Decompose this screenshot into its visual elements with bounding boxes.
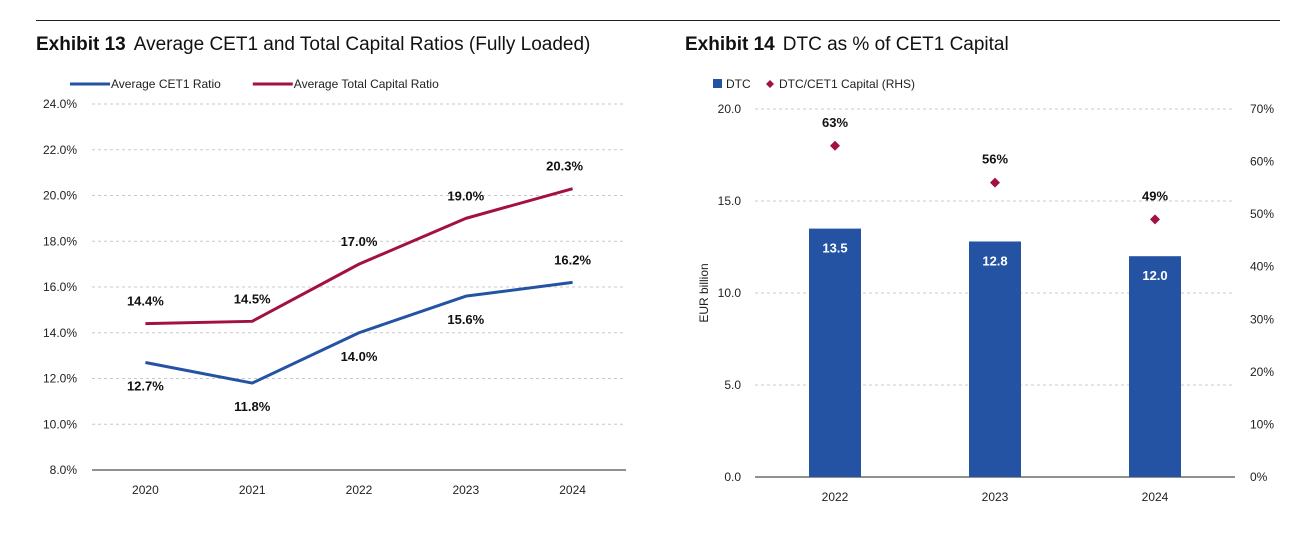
y-tick-label: 22.0% <box>43 143 77 157</box>
data-label: 16.2% <box>554 252 591 267</box>
y-axis-title: EUR billion <box>697 263 711 322</box>
data-label: 17.0% <box>341 234 378 249</box>
x-tick-label: 2021 <box>239 483 266 497</box>
cet1-ratio-line <box>145 280 573 385</box>
legend-swatch-dtc <box>713 79 722 88</box>
ratio-marker <box>830 140 840 151</box>
y-tick-label: 20.0% <box>43 189 77 203</box>
y2-tick-label: 70% <box>1250 102 1274 116</box>
bar-value-label: 13.5 <box>822 241 847 256</box>
ratio-value-label: 63% <box>822 115 848 130</box>
legend-label: DTC/CET1 Capital (RHS) <box>779 77 915 91</box>
data-label: 14.0% <box>341 349 378 364</box>
y-tick-label: 20.0 <box>718 102 742 116</box>
y-tick-label: 8.0% <box>50 463 78 477</box>
y2-tick-label: 50% <box>1250 207 1274 221</box>
y-tick-label: 10.0% <box>43 417 77 431</box>
data-label: 12.7% <box>127 378 164 393</box>
x-tick-label: 2023 <box>452 483 479 497</box>
top-rule <box>36 20 1280 21</box>
data-label: 11.8% <box>234 399 271 414</box>
data-label: 14.4% <box>127 294 164 309</box>
data-label: 14.5% <box>234 291 271 306</box>
dtc-bar <box>809 228 861 477</box>
x-tick-label: 2022 <box>346 483 373 497</box>
exhibit-13-title: Exhibit 13 Average CET1 and Total Capital… <box>36 34 590 56</box>
x-tick-label: 2020 <box>132 483 159 497</box>
legend-label: Average Total Capital Ratio <box>294 77 439 91</box>
legend-label: DTC <box>726 77 751 91</box>
x-tick-label: 2023 <box>982 490 1009 504</box>
exhibit-14-title-text: DTC as % of CET1 Capital <box>782 34 1009 55</box>
y-tick-label: 16.0% <box>43 280 77 294</box>
y-tick-label: 12.0% <box>43 372 77 386</box>
exhibit-13-title-text: Average CET1 and Total Capital Ratios (F… <box>133 34 591 55</box>
y2-tick-label: 40% <box>1250 260 1274 274</box>
y-tick-label: 15.0 <box>718 194 742 208</box>
y2-tick-label: 10% <box>1250 417 1274 431</box>
legend-swatch-ratio <box>766 80 774 88</box>
y2-tick-label: 0% <box>1250 470 1268 484</box>
ratio-marker <box>990 177 1000 188</box>
exhibit-14-number: Exhibit 14 <box>685 34 775 55</box>
y2-tick-label: 30% <box>1250 312 1274 326</box>
ratio-value-label: 56% <box>982 152 1008 167</box>
y-tick-label: 18.0% <box>43 234 77 248</box>
y-tick-label: 5.0 <box>724 378 741 392</box>
exhibit-14-title: Exhibit 14 DTC as % of CET1 Capital <box>685 34 1009 56</box>
data-label: 15.6% <box>447 312 484 327</box>
dtc-bar-chart: 0.0 5.0 10.0 15.0 20.0 0% 10% 20% 30% 40% 50% 60% 70… <box>697 77 1274 504</box>
data-label: 20.3% <box>546 159 583 174</box>
ratio-marker <box>1150 214 1160 225</box>
y-tick-label: 10.0 <box>718 286 742 300</box>
data-label: 19.0% <box>447 188 484 203</box>
dtc-bar <box>1129 256 1181 477</box>
total-capital-ratio-line <box>145 187 574 326</box>
x-tick-label: 2022 <box>822 490 849 504</box>
x-tick-label: 2024 <box>559 483 586 497</box>
y-tick-label: 14.0% <box>43 326 77 340</box>
y2-tick-label: 20% <box>1250 365 1274 379</box>
y2-tick-label: 60% <box>1250 155 1274 169</box>
bar-value-label: 12.8 <box>982 253 1007 268</box>
ratio-value-label: 49% <box>1142 188 1168 203</box>
ratios-line-chart: 8.0% 10.0% 12.0% 14.0% 16.0% 18.0% 20.0% 22.0% 2… <box>43 77 626 497</box>
y-tick-label: 24.0% <box>43 97 77 111</box>
dtc-bar <box>969 241 1021 477</box>
legend-label: Average CET1 Ratio <box>111 77 221 91</box>
bar-value-label: 12.0 <box>1142 268 1167 283</box>
exhibit-13-number: Exhibit 13 <box>36 34 126 55</box>
x-tick-label: 2024 <box>1142 490 1169 504</box>
y-tick-label: 0.0 <box>724 470 741 484</box>
